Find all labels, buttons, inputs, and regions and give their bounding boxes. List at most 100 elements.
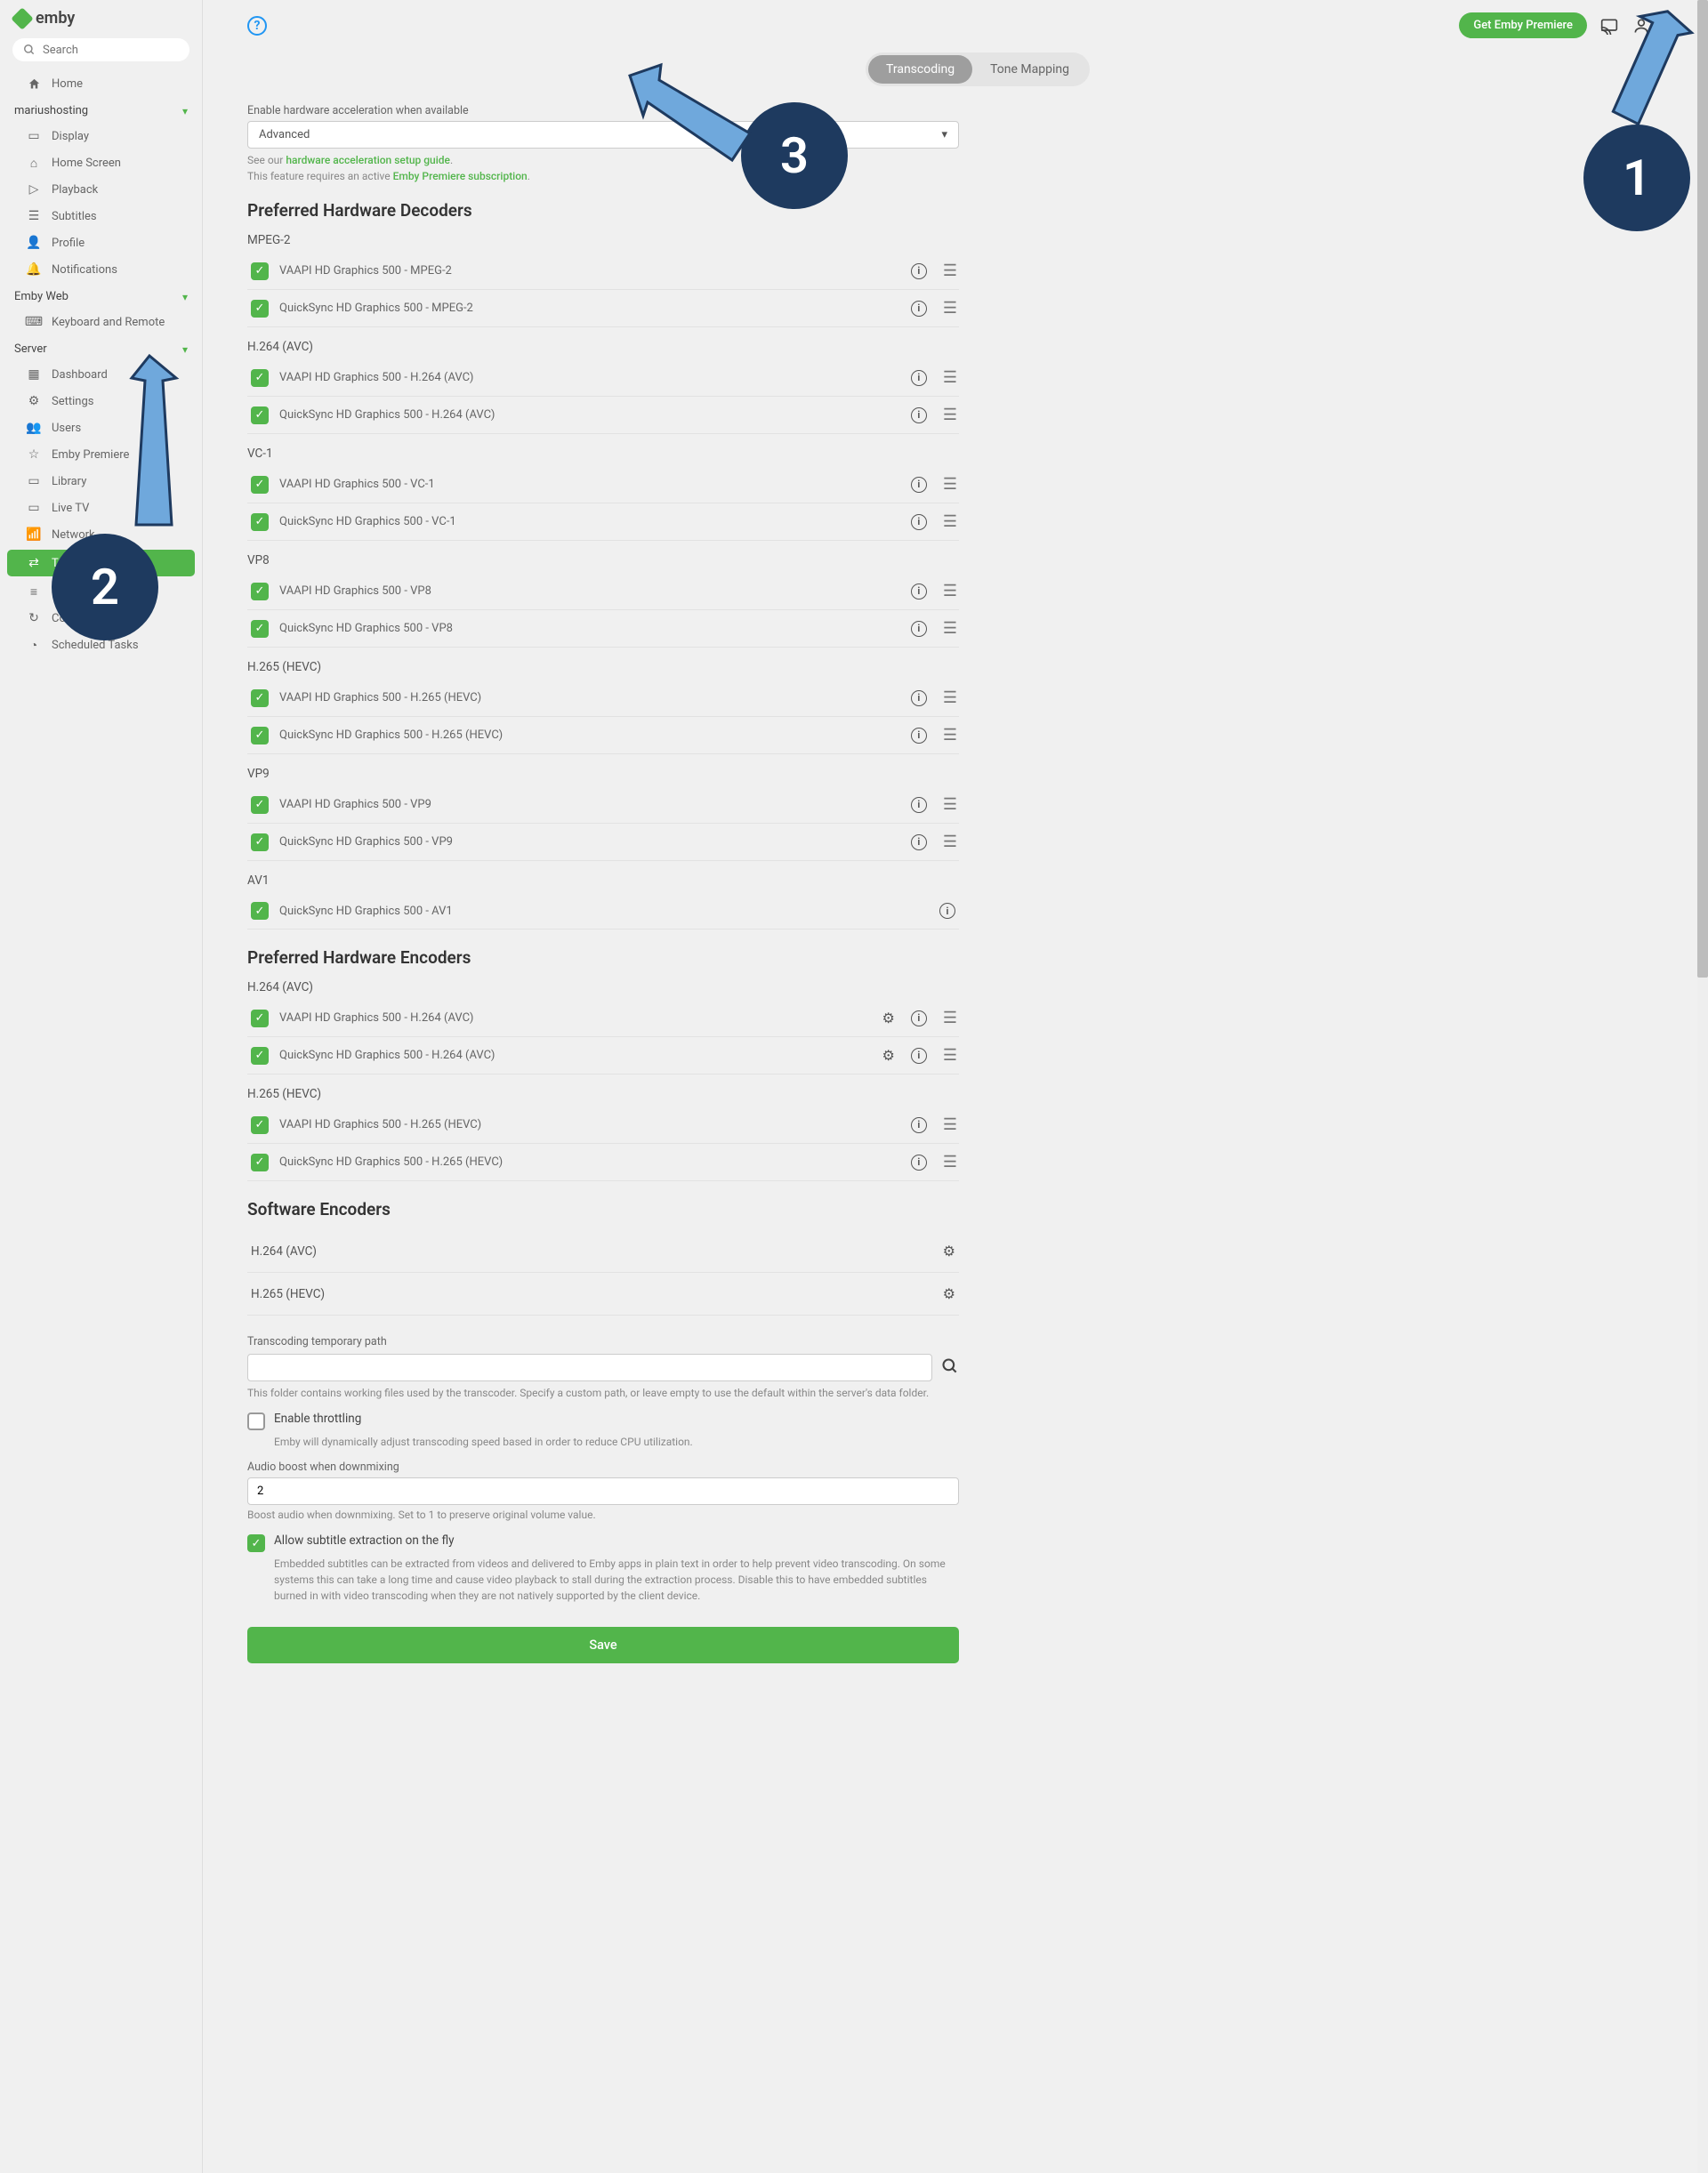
sidebar-item-display[interactable]: ▭Display (0, 123, 202, 149)
codec-checkbox[interactable]: ✓ (251, 833, 269, 851)
codec-checkbox[interactable]: ✓ (251, 620, 269, 638)
codec-checkbox[interactable]: ✓ (251, 406, 269, 424)
info-icon[interactable]: i (911, 407, 927, 423)
sidebar-item-users[interactable]: 👥Users (0, 414, 202, 441)
codec-checkbox[interactable]: ✓ (251, 689, 269, 707)
info-icon[interactable]: i (911, 1155, 927, 1171)
info-icon[interactable]: i (939, 903, 955, 919)
codec-row: ✓ VAAPI HD Graphics 500 - MPEG-2 i ☰ (247, 253, 959, 290)
drag-handle-icon[interactable]: ☰ (943, 688, 955, 707)
sidebar-item-library[interactable]: ▭Library (0, 468, 202, 495)
codec-label: VAAPI HD Graphics 500 - H.264 (AVC) (279, 1011, 473, 1025)
codec-checkbox[interactable]: ✓ (251, 1154, 269, 1171)
save-button[interactable]: Save (247, 1627, 959, 1663)
codec-checkbox[interactable]: ✓ (251, 796, 269, 814)
premiere-sub-link[interactable]: Emby Premiere subscription (393, 170, 528, 182)
sidebar-item-conversions[interactable]: ↻Conversions (0, 605, 202, 632)
star-icon: ☆ (27, 447, 41, 462)
nav-group-header[interactable]: Server▾ (0, 335, 202, 361)
drag-handle-icon[interactable]: ☰ (943, 1046, 955, 1065)
codec-checkbox[interactable]: ✓ (251, 902, 269, 920)
search-input-wrap[interactable] (12, 38, 189, 61)
info-icon[interactable]: i (911, 1048, 927, 1064)
drag-handle-icon[interactable]: ☰ (943, 1115, 955, 1134)
browse-icon[interactable] (941, 1357, 959, 1379)
drag-handle-icon[interactable]: ☰ (943, 299, 955, 318)
tab-transcoding[interactable]: Transcoding (868, 55, 972, 84)
help-icon[interactable]: ? (247, 16, 267, 36)
codec-gear-icon[interactable]: ⚙ (882, 1010, 895, 1026)
info-icon[interactable]: i (911, 1117, 927, 1133)
drag-handle-icon[interactable]: ☰ (943, 726, 955, 744)
codec-checkbox[interactable]: ✓ (251, 727, 269, 744)
audio-boost-input[interactable] (247, 1477, 959, 1505)
sidebar-item-profile[interactable]: 👤Profile (0, 229, 202, 256)
info-icon[interactable]: i (911, 690, 927, 706)
codec-row: ✓ VAAPI HD Graphics 500 - VP9 i ☰ (247, 786, 959, 824)
info-icon[interactable]: i (911, 477, 927, 493)
search-input[interactable] (43, 44, 190, 57)
sw-encoder-gear-icon[interactable]: ⚙ (943, 1243, 955, 1260)
info-icon[interactable]: i (911, 583, 927, 600)
hw-accel-select[interactable]: Advanced ▾ (247, 121, 959, 149)
sidebar-item-home-screen[interactable]: ⌂Home Screen (0, 149, 202, 176)
codec-gear-icon[interactable]: ⚙ (882, 1047, 895, 1064)
codec-checkbox[interactable]: ✓ (251, 1047, 269, 1065)
codec-checkbox[interactable]: ✓ (251, 513, 269, 531)
hw-guide-link[interactable]: hardware acceleration setup guide (286, 154, 450, 166)
codec-checkbox[interactable]: ✓ (251, 1116, 269, 1134)
drag-handle-icon[interactable]: ☰ (943, 582, 955, 600)
sidebar-item-keyboard-and-remote[interactable]: ⌨Keyboard and Remote (0, 309, 202, 335)
sidebar-item-database[interactable]: ≡Database (0, 578, 202, 605)
user-icon[interactable] (1631, 16, 1651, 36)
sidebar-item-playback[interactable]: ▷Playback (0, 176, 202, 203)
get-premiere-button[interactable]: Get Emby Premiere (1459, 12, 1587, 38)
info-icon[interactable]: i (911, 514, 927, 530)
codec-checkbox[interactable]: ✓ (251, 583, 269, 600)
sidebar-item-notifications[interactable]: 🔔Notifications (0, 256, 202, 283)
cast-icon[interactable] (1599, 16, 1619, 36)
codec-checkbox[interactable]: ✓ (251, 1010, 269, 1027)
sidebar-item-transcoding[interactable]: ⇄Transcoding (7, 550, 195, 576)
gear-icon[interactable] (1664, 16, 1683, 36)
tab-tonemapping[interactable]: Tone Mapping (972, 55, 1087, 84)
info-icon[interactable]: i (911, 797, 927, 813)
scrollbar-thumb[interactable] (1697, 0, 1708, 978)
nav-home[interactable]: Home (0, 70, 202, 97)
sidebar-item-settings[interactable]: ⚙Settings (0, 388, 202, 414)
subtitle-checkbox[interactable]: ✓ (247, 1534, 265, 1552)
sw-encoder-gear-icon[interactable]: ⚙ (943, 1285, 955, 1302)
drag-handle-icon[interactable]: ☰ (943, 1153, 955, 1171)
info-icon[interactable]: i (911, 301, 927, 317)
codec-checkbox[interactable]: ✓ (251, 369, 269, 387)
drag-handle-icon[interactable]: ☰ (943, 833, 955, 851)
drag-handle-icon[interactable]: ☰ (943, 475, 955, 494)
temp-path-input[interactable] (247, 1354, 932, 1381)
sidebar-item-emby-premiere[interactable]: ☆Emby Premiere (0, 441, 202, 468)
info-icon[interactable]: i (911, 621, 927, 637)
drag-handle-icon[interactable]: ☰ (943, 1009, 955, 1027)
drag-handle-icon[interactable]: ☰ (943, 619, 955, 638)
sidebar-item-scheduled-tasks[interactable]: ◔Scheduled Tasks (0, 632, 202, 658)
info-icon[interactable]: i (911, 370, 927, 386)
info-icon[interactable]: i (911, 728, 927, 744)
sidebar-item-subtitles[interactable]: ☰Subtitles (0, 203, 202, 229)
drag-handle-icon[interactable]: ☰ (943, 368, 955, 387)
info-icon[interactable]: i (911, 263, 927, 279)
codec-checkbox[interactable]: ✓ (251, 300, 269, 318)
logo[interactable]: emby (0, 0, 202, 35)
info-icon[interactable]: i (911, 1010, 927, 1026)
drag-handle-icon[interactable]: ☰ (943, 262, 955, 280)
sidebar-item-network[interactable]: 📶Network (0, 521, 202, 548)
sidebar-item-live-tv[interactable]: ▭Live TV (0, 495, 202, 521)
sidebar-item-dashboard[interactable]: ▦Dashboard (0, 361, 202, 388)
drag-handle-icon[interactable]: ☰ (943, 406, 955, 424)
nav-group-header[interactable]: mariushosting▾ (0, 97, 202, 123)
nav-group-header[interactable]: Emby Web▾ (0, 283, 202, 309)
info-icon[interactable]: i (911, 834, 927, 850)
drag-handle-icon[interactable]: ☰ (943, 512, 955, 531)
codec-checkbox[interactable]: ✓ (251, 476, 269, 494)
codec-checkbox[interactable]: ✓ (251, 262, 269, 280)
drag-handle-icon[interactable]: ☰ (943, 795, 955, 814)
throttling-checkbox[interactable] (247, 1412, 265, 1430)
